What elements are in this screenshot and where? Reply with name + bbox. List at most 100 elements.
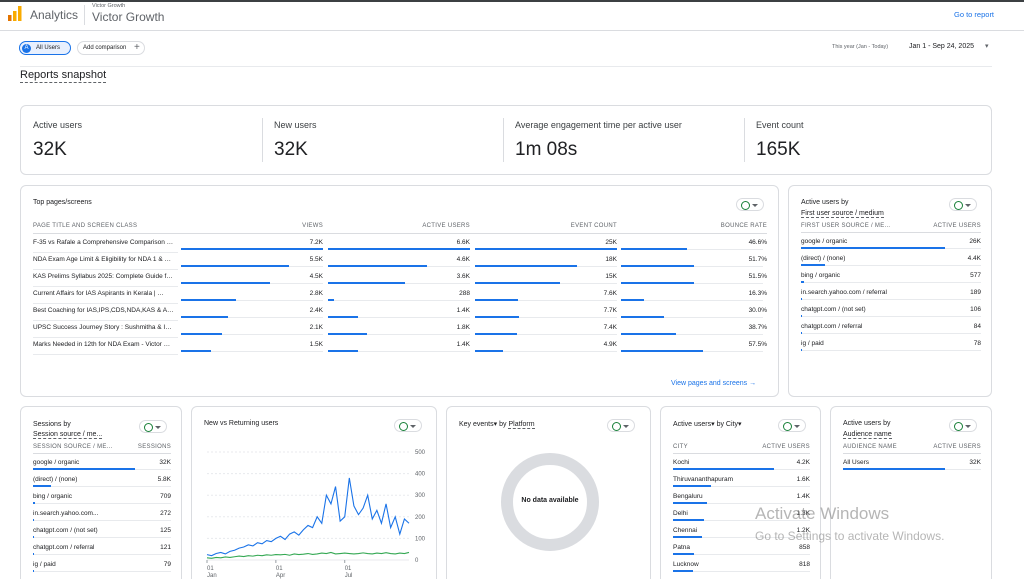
cell: 3.6K — [370, 273, 470, 280]
row-rule — [33, 320, 178, 321]
cell: Chennai — [673, 527, 697, 534]
filter-button[interactable] — [949, 198, 977, 211]
top-bar: Analytics Victor Growth Victor Growth Go… — [0, 2, 1024, 31]
card-subtitle[interactable]: Audience name — [843, 431, 892, 439]
bar — [621, 333, 676, 335]
filter-button[interactable] — [607, 419, 635, 432]
column-header: ACTIVE USERS — [901, 223, 981, 229]
filter-button[interactable] — [949, 419, 977, 432]
cell: 1.4K — [370, 307, 470, 314]
cell: 38.7% — [667, 324, 767, 331]
bar — [33, 468, 135, 470]
bar — [33, 502, 35, 504]
cell: Thiruvananthapuram — [673, 476, 733, 483]
sessions-card: Sessions by Session source / me... SESSI… — [20, 406, 182, 579]
date-range[interactable]: Jan 1 - Sep 24, 2025 — [909, 43, 974, 50]
metric[interactable]: Key events — [459, 421, 494, 428]
filter-button[interactable] — [736, 198, 764, 211]
account-name[interactable]: Victor Growth — [92, 10, 164, 24]
cell: 51.5% — [667, 273, 767, 280]
product-name: Analytics — [30, 8, 78, 22]
cell: Current Affairs for IAS Aspirants in Ker… — [33, 290, 178, 297]
card-title: New vs Returning users — [204, 420, 278, 427]
bar — [328, 350, 358, 352]
segment-letter: A — [22, 44, 31, 53]
cell: bing / organic — [33, 493, 72, 500]
y-tick-label: 0 — [415, 558, 419, 564]
bar — [475, 316, 519, 318]
cell: Patna — [673, 544, 690, 551]
separator — [20, 66, 992, 67]
filter-button[interactable] — [139, 420, 167, 433]
cell: Delhi — [673, 510, 688, 517]
x-tick-label: 01 — [207, 566, 214, 572]
row-rule — [33, 354, 178, 355]
page-title: Reports snapshot — [20, 69, 106, 83]
cell: Marks Needed in 12th for NDA Exam - Vict… — [33, 341, 178, 348]
cell: 7.6K — [517, 290, 617, 297]
dimension[interactable]: by City — [717, 421, 738, 428]
header-rule — [673, 453, 810, 454]
filter-button[interactable] — [778, 419, 806, 432]
segment-chip[interactable]: A All Users — [19, 41, 71, 55]
bar-track — [801, 282, 981, 283]
card-title: Sessions by — [33, 421, 71, 428]
cell: 2.1K — [223, 324, 323, 331]
cell: F-35 vs Rafale a Comprehensive Compariso… — [33, 239, 178, 246]
cell: 1.5K — [223, 341, 323, 348]
cell: in.search.yahoo.com... — [33, 510, 98, 517]
card-title: Top pages/screens — [33, 199, 92, 206]
bar — [33, 485, 51, 487]
dimension[interactable]: Platform — [508, 421, 534, 429]
add-comparison[interactable]: Add comparison + — [77, 41, 145, 55]
column-header: EVENT COUNT — [497, 223, 617, 229]
bar-track — [33, 554, 171, 555]
cell: 4.6K — [370, 256, 470, 263]
kpi-card: Active users32KNew users32KAverage engag… — [20, 105, 992, 175]
bar — [328, 316, 358, 318]
date-preset[interactable]: This year (Jan - Today) — [832, 44, 888, 50]
cell: 7.4K — [517, 324, 617, 331]
y-tick-label: 500 — [415, 450, 426, 456]
cell: 26K — [901, 238, 981, 245]
series-line — [207, 552, 409, 558]
bar-track — [801, 333, 981, 334]
bar — [328, 299, 334, 301]
key-events-card: Key events▾ by Platform No data availabl… — [446, 406, 651, 579]
column-header: FIRST USER SOURCE / ME... — [801, 223, 890, 229]
cell: 79 — [91, 561, 171, 568]
card-title: Key events▾ by Platform — [459, 420, 535, 428]
row-rule — [33, 337, 178, 338]
bar — [181, 350, 211, 352]
bar — [328, 282, 405, 284]
view-link[interactable]: View pages and screens → — [671, 380, 756, 387]
card-subtitle[interactable]: Session source / me... — [33, 431, 102, 439]
cell: 1.6K — [730, 476, 810, 483]
bar — [673, 468, 774, 470]
bar — [621, 350, 703, 352]
cell: 288 — [370, 290, 470, 297]
card-title: Active users by — [801, 199, 848, 206]
card-subtitle[interactable]: First user source / medium — [801, 210, 884, 218]
cell: bing / organic — [801, 272, 840, 279]
cell: 2.8K — [223, 290, 323, 297]
y-tick-label: 100 — [415, 536, 426, 542]
cell: 57.5% — [667, 341, 767, 348]
bar — [673, 502, 707, 504]
bar — [801, 247, 945, 249]
metric[interactable]: Active users — [673, 421, 711, 428]
cell: 16.3% — [667, 290, 767, 297]
cell: 1.4K — [730, 493, 810, 500]
cell: 272 — [91, 510, 171, 517]
x-tick-label: 01 — [345, 566, 352, 572]
filter-button[interactable] — [394, 419, 422, 432]
cell: ig / paid — [33, 561, 56, 568]
cell: 30.0% — [667, 307, 767, 314]
card-title: Active users by — [843, 420, 890, 427]
line-chart: 010020030040050001Jan01Apr01Jul — [192, 435, 436, 579]
cell: Lucknow — [673, 561, 699, 568]
cell: chatgpt.com / (not set) — [801, 306, 866, 313]
cell: 709 — [91, 493, 171, 500]
date-dropdown[interactable]: ▾ — [985, 42, 989, 50]
go-to-report[interactable]: Go to report — [954, 10, 994, 19]
